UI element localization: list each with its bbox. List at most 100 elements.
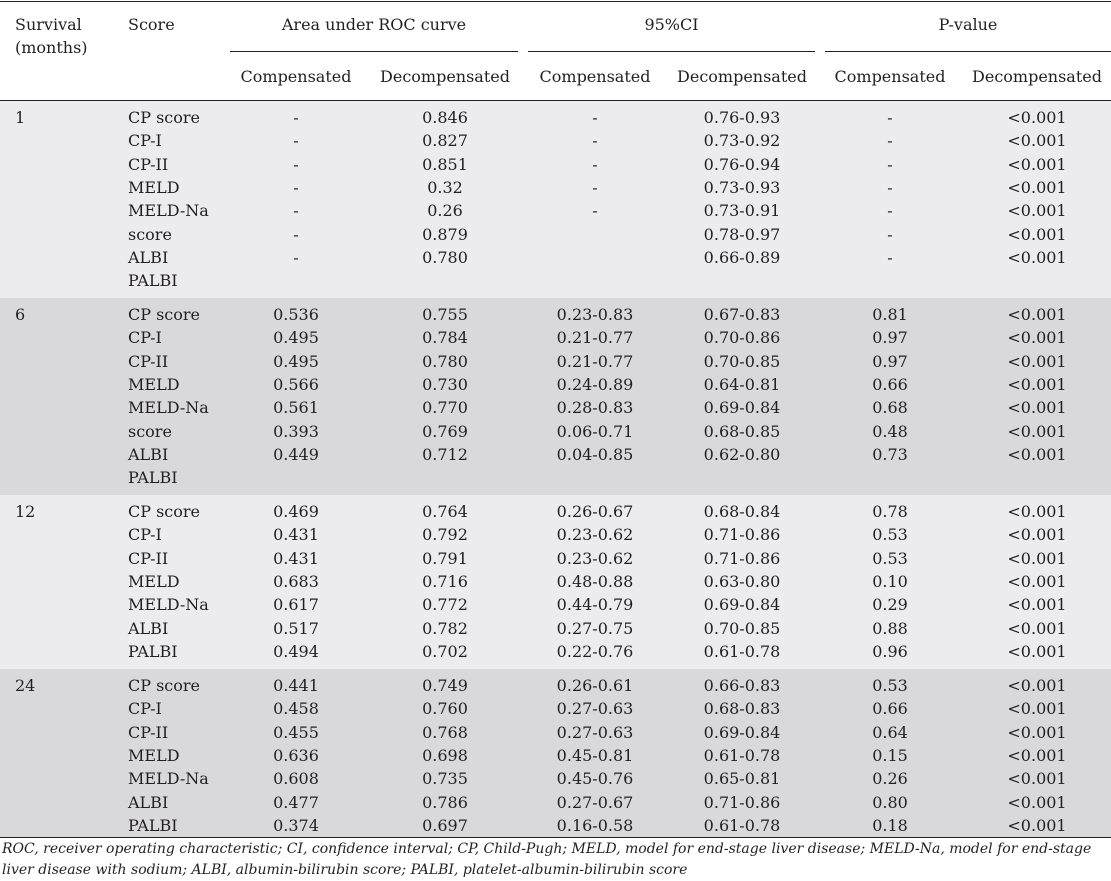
ci-compensated-cell: 0.26-0.67 [556,502,634,521]
table-row: CP-II 0.431 0.791 0.23-0.62 0.71-0.86 0.53 <0.… [0,547,1111,570]
ci-compensated-cell: - [592,108,598,127]
ci-compensated-cell: 0.23-0.83 [556,305,634,324]
p-decompensated-cell: <0.001 [1007,421,1067,441]
auc-decompensated-cell: 0.792 [422,525,468,545]
score-cell: ALBI [128,444,169,464]
auc-compensated-cell: 0.455 [273,722,319,742]
score-cell: PALBI [128,271,178,291]
p-compensated-cell: 0.66 [872,699,908,719]
auc-decompensated-cell: 0.749 [422,676,468,695]
score-cell: CP score [128,676,201,695]
auc-decompensated-cell: 0.770 [422,398,468,418]
score-cell: MELD-Na [128,398,209,418]
auc-compensated-cell: 0.458 [273,699,319,719]
ci-decompensated-cell: 0.76-0.94 [703,154,781,174]
table-row: ALBI - 0.780 0.66-0.89 - <0.001 [0,246,1111,269]
auc-compensated-cell: 0.449 [273,444,319,464]
auc-decompensated-cell: 0.697 [422,815,468,835]
p-compensated-cell: - [887,131,893,151]
auc-decompensated-cell: 0.712 [422,444,468,464]
ci-decompensated-cell: 0.76-0.93 [703,108,781,127]
score-cell: ALBI [128,247,169,267]
p-compensated-cell: 0.80 [872,792,908,812]
score-cell: CP-I [128,131,162,151]
ci-compensated-cell: 0.27-0.67 [556,792,634,812]
p-compensated-cell: 0.81 [872,305,908,324]
ci-decompensated-cell: 0.68-0.85 [703,421,781,441]
header-ci-compensated: Compensated [539,67,651,86]
table-row: ALBI 0.477 0.786 0.27-0.67 0.71-0.86 0.80 <0.0… [0,791,1111,814]
auc-compensated-cell: 0.431 [273,525,319,545]
table-row: PALBI [0,466,1111,489]
auc-compensated-cell: 0.477 [273,792,319,812]
table-row: MELD-Na 0.617 0.772 0.44-0.79 0.69-0.84 0.29 <… [0,593,1111,616]
score-cell: MELD [128,177,180,197]
auc-compensated-cell: 0.617 [273,595,319,615]
header-survival: Survival [15,15,82,34]
ci-compensated-cell: 0.48-0.88 [556,571,634,591]
auc-decompensated-cell: 0.768 [422,722,468,742]
survival-months-cell: 24 [15,676,36,695]
table-row: MELD-Na - 0.26 - 0.73-0.91 - <0.001 [0,199,1111,222]
p-decompensated-cell: <0.001 [1007,792,1067,812]
table-row: CP-I - 0.827 - 0.73-0.92 - <0.001 [0,129,1111,152]
header-ci-decompensated: Decompensated [677,67,807,86]
score-cell: ALBI [128,792,169,812]
p-decompensated-cell: <0.001 [1007,351,1067,371]
auc-compensated-cell: 0.683 [273,571,319,591]
auc-compensated-cell: 0.469 [273,502,319,521]
table-row: MELD 0.566 0.730 0.24-0.89 0.64-0.81 0.66 <0.0… [0,373,1111,396]
auc-decompensated-cell: 0.716 [422,571,468,591]
auc-compensated-cell: 0.494 [273,641,319,661]
table-top-rule [0,1,1111,2]
p-compensated-cell: 0.18 [872,815,908,835]
header-auc-rule [230,51,518,52]
p-compensated-cell: - [887,177,893,197]
ci-compensated-cell: 0.23-0.62 [556,525,634,545]
ci-decompensated-cell: 0.73-0.91 [703,201,781,221]
auc-decompensated-cell: 0.26 [427,201,463,221]
ci-compensated-cell: - [592,177,598,197]
auc-compensated-cell: - [293,224,299,244]
p-compensated-cell: 0.68 [872,398,908,418]
table-row: MELD-Na 0.561 0.770 0.28-0.83 0.69-0.84 0.68 <… [0,396,1111,419]
ci-compensated-cell: 0.04-0.85 [556,444,634,464]
header-ci: 95%CI [644,15,699,34]
score-cell: CP score [128,305,201,324]
p-compensated-cell: 0.97 [872,351,908,371]
p-decompensated-cell: <0.001 [1007,305,1067,324]
p-decompensated-cell: <0.001 [1007,815,1067,835]
p-decompensated-cell: <0.001 [1007,131,1067,151]
table-row: CP-II - 0.851 - 0.76-0.94 - <0.001 [0,153,1111,176]
ci-decompensated-cell: 0.64-0.81 [703,374,781,394]
survival-group-24: 24 CP score 0.441 0.749 0.26-0.61 0.66-0.83 0.… [0,669,1111,837]
auc-decompensated-cell: 0.784 [422,328,468,348]
header-score: Score [128,15,175,34]
score-cell: score [128,224,172,244]
table-row: MELD - 0.32 - 0.73-0.93 - <0.001 [0,176,1111,199]
p-decompensated-cell: <0.001 [1007,722,1067,742]
auc-compensated-cell: - [293,131,299,151]
score-cell: score [128,421,172,441]
table-row: score 0.393 0.769 0.06-0.71 0.68-0.85 0.48 <0.… [0,420,1111,443]
ci-decompensated-cell: 0.78-0.97 [703,224,781,244]
auc-compensated-cell: - [293,108,299,127]
p-compensated-cell: 0.88 [872,618,908,638]
auc-compensated-cell: - [293,247,299,267]
ci-compensated-cell: - [592,201,598,221]
score-cell: PALBI [128,815,178,835]
table-row: CP-I 0.431 0.792 0.23-0.62 0.71-0.86 0.53 <0.0… [0,523,1111,546]
survival-group-1: 1 CP score - 0.846 - 0.76-0.93 - <0.001 CP-I - 0.8… [0,101,1111,298]
ci-decompensated-cell: 0.73-0.93 [703,177,781,197]
table-footnote: ROC, receiver operating characteristic; … [2,841,1092,878]
p-decompensated-cell: <0.001 [1007,224,1067,244]
ci-compensated-cell: 0.23-0.62 [556,548,634,568]
auc-decompensated-cell: 0.772 [422,595,468,615]
table-row: MELD 0.683 0.716 0.48-0.88 0.63-0.80 0.10 <0.0… [0,570,1111,593]
auc-decompensated-cell: 0.755 [422,305,468,324]
auc-compensated-cell: 0.566 [273,374,319,394]
auc-compensated-cell: 0.517 [273,618,319,638]
score-cell: CP-II [128,722,169,742]
p-decompensated-cell: <0.001 [1007,618,1067,638]
header-p-compensated: Compensated [834,67,946,86]
